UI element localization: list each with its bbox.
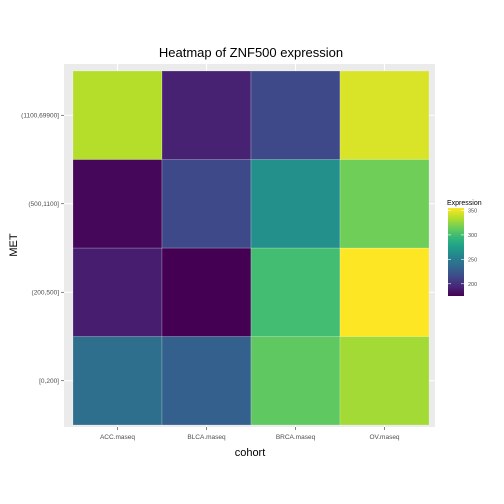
heatmap-cell xyxy=(339,247,430,337)
heatmap-cell xyxy=(250,247,341,337)
y-tick-label: (1100,69900] xyxy=(21,113,59,120)
y-tick-label: (200,500] xyxy=(32,290,60,297)
heatmap-cell xyxy=(72,159,163,249)
x-tick-label: ACC.maseq xyxy=(100,434,135,441)
heatmap-cell xyxy=(339,159,430,249)
y-tick-label: (500,1100] xyxy=(28,201,59,208)
heatmap-cell xyxy=(339,336,430,426)
legend-title: Expression xyxy=(447,200,482,207)
colorbar-tick-label: 300 xyxy=(468,233,477,239)
heatmap-cell xyxy=(72,336,163,426)
heatmap-cell xyxy=(161,159,252,249)
colorbar-tick-label: 200 xyxy=(468,282,477,288)
heatmap-cell xyxy=(72,247,163,337)
y-axis-ticks: [0,200] (200,500] (500,1100] (1100,69900] xyxy=(21,113,64,385)
heatmap-cell xyxy=(161,70,252,160)
colorbar-tick-label: 250 xyxy=(468,257,477,263)
colorbar-tick-label: 350 xyxy=(468,208,477,214)
x-tick-label: BRCA.maseq xyxy=(276,434,316,441)
y-tick-label: [0,200] xyxy=(39,378,59,385)
heatmap-cell xyxy=(250,336,341,426)
heatmap-cell xyxy=(72,70,163,160)
color-legend: Expression 200 250 300 350 xyxy=(447,200,482,296)
heatmap-cell xyxy=(339,70,430,160)
colorbar xyxy=(448,208,464,296)
heatmap-cell xyxy=(250,70,341,160)
y-axis-title: MET xyxy=(8,233,20,257)
heatmap-cell xyxy=(161,336,252,426)
heatmap-tiles xyxy=(72,70,430,426)
x-axis-ticks: ACC.maseq BLCA.maseq BRCA.maseq OV.maseq xyxy=(100,427,400,441)
x-tick-label: OV.maseq xyxy=(369,434,399,441)
x-axis-title: cohort xyxy=(235,447,266,459)
chart-title: Heatmap of ZNF500 expression xyxy=(159,45,343,60)
x-tick-label: BLCA.maseq xyxy=(187,434,226,441)
colorbar-ticks: 200 250 300 350 xyxy=(448,208,477,288)
heatmap-cell xyxy=(161,247,252,337)
heatmap-cell xyxy=(250,159,341,249)
